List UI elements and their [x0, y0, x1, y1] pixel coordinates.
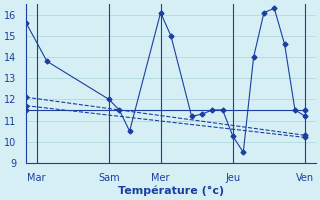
X-axis label: Température (°c): Température (°c)	[118, 185, 224, 196]
